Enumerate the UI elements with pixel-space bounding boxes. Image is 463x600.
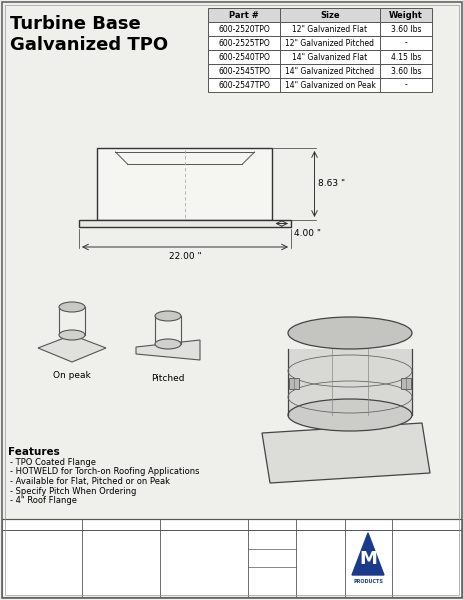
Ellipse shape: [288, 317, 411, 349]
Polygon shape: [38, 335, 106, 362]
Bar: [207, 22, 431, 36]
Polygon shape: [136, 340, 200, 360]
Text: DRAWN BY:  ZV: DRAWN BY: ZV: [162, 539, 209, 544]
Text: Part #: Part #: [229, 10, 258, 19]
Text: 600-2525TPO: 600-2525TPO: [218, 38, 269, 47]
Text: DO NOT SCALE DRAWING: DO NOT SCALE DRAWING: [162, 581, 228, 586]
Text: Fax: 604-530-8482: Fax: 604-530-8482: [393, 561, 443, 566]
Bar: [97, 148, 272, 220]
Text: Weight: Weight: [388, 10, 422, 19]
Text: Tubine Base Galvanized TPO: Tubine Base Galvanized TPO: [344, 521, 463, 531]
Text: - Available for Flat, Pitched or on Peak: - Available for Flat, Pitched or on Peak: [10, 477, 169, 486]
Ellipse shape: [155, 339, 181, 349]
Bar: [207, 8, 431, 22]
Text: www.menzies-metal.com: www.menzies-metal.com: [393, 572, 463, 578]
Text: On peak: On peak: [53, 371, 91, 380]
Text: PROPRIETARY AND CONFIDENTIAL: PROPRIETARY AND CONFIDENTIAL: [84, 521, 185, 526]
Text: 4.00 ": 4.00 ": [294, 229, 320, 238]
Bar: [400, 378, 410, 389]
Text: - 4" Roof Flange: - 4" Roof Flange: [10, 496, 77, 505]
Bar: [207, 50, 431, 64]
Text: 4.15 lbs: 4.15 lbs: [390, 52, 420, 61]
Bar: [2, 519, 461, 597]
Text: DATE: 05/10/16: DATE: 05/10/16: [162, 521, 215, 526]
Text: - Specify Pitch When Ordering: - Specify Pitch When Ordering: [10, 487, 136, 496]
Polygon shape: [262, 423, 429, 483]
Text: 600-2520TPO: 600-2520TPO: [218, 25, 269, 34]
Text: 14" Galvanized on Peak: 14" Galvanized on Peak: [284, 80, 375, 89]
Text: Ph: 604-530-0712: Ph: 604-530-0712: [393, 551, 440, 556]
Text: - HOTWELD for Torch-on Roofing Applications: - HOTWELD for Torch-on Roofing Applicati…: [10, 467, 199, 476]
Text: Pitched: Pitched: [151, 374, 184, 383]
Text: A: A: [310, 557, 329, 581]
Text: -: -: [404, 38, 407, 47]
Bar: [288, 349, 411, 415]
Ellipse shape: [155, 311, 181, 321]
Bar: [288, 378, 298, 389]
Text: THE INFORMATION CONTAINED
IN THIS DRAWING IS THE SOLE
PROPERTY OF MENZIES METAL
: THE INFORMATION CONTAINED IN THIS DRAWIN…: [84, 532, 160, 569]
Text: Innovative Ideas Since 1978: Innovative Ideas Since 1978: [4, 522, 81, 527]
Text: Size: Size: [319, 10, 339, 19]
Text: 14" Galvanized Flat: 14" Galvanized Flat: [292, 52, 367, 61]
Text: Part 11a & JF: Part 11a & JF: [250, 521, 290, 526]
Text: 8.63 ": 8.63 ": [318, 179, 345, 188]
Ellipse shape: [288, 399, 411, 431]
Text: - TPO Coated Flange: - TPO Coated Flange: [10, 458, 96, 467]
Bar: [207, 78, 431, 92]
Text: 14" Galvanized Pitched: 14" Galvanized Pitched: [285, 67, 374, 76]
Text: Turbine Base
Galvanized TPO: Turbine Base Galvanized TPO: [10, 15, 168, 55]
Text: 22.00 ": 22.00 ": [169, 252, 201, 261]
Text: 19370 - 60th Ave., Surrey, BC  V3S 3M2: 19370 - 60th Ave., Surrey, BC V3S 3M2: [393, 541, 463, 546]
Text: Features: Features: [8, 447, 60, 457]
Ellipse shape: [59, 302, 85, 312]
Text: PRODUCTS: PRODUCTS: [352, 579, 382, 584]
Polygon shape: [351, 533, 383, 575]
Text: 12" Galvanized Pitched: 12" Galvanized Pitched: [285, 38, 374, 47]
Text: COMMENT:: COMMENT:: [162, 557, 196, 562]
Text: -: -: [404, 80, 407, 89]
Text: 600-2540TPO: 600-2540TPO: [218, 52, 269, 61]
Bar: [79, 220, 290, 227]
Text: 600-2547TPO: 600-2547TPO: [218, 80, 269, 89]
Bar: [207, 36, 431, 50]
Text: 3.60 lbs: 3.60 lbs: [390, 25, 420, 34]
Text: 600-2545TPO: 600-2545TPO: [218, 67, 269, 76]
Text: 12" Galvanized Flat: 12" Galvanized Flat: [292, 25, 367, 34]
Ellipse shape: [59, 330, 85, 340]
Bar: [207, 64, 431, 78]
Text: 3.60 lbs: 3.60 lbs: [390, 67, 420, 76]
Text: M: M: [358, 550, 376, 568]
Text: SIZE: SIZE: [313, 523, 326, 528]
